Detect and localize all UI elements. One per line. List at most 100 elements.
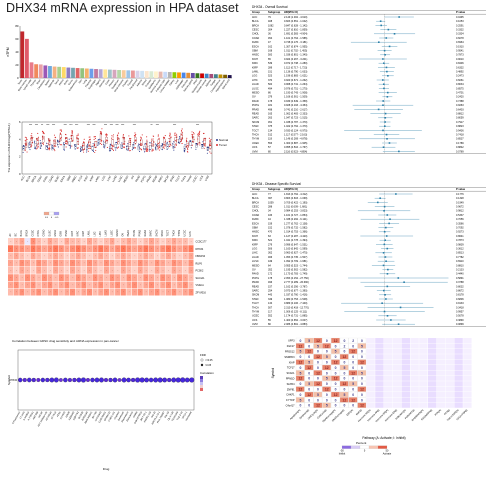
bar	[52, 66, 57, 78]
cell-mark: *	[101, 256, 102, 258]
p-value-label: 0.6332	[456, 66, 464, 69]
cell-mark: *	[44, 278, 45, 280]
normal-point	[34, 140, 36, 142]
heatmap-cell	[75, 288, 81, 296]
tumor-point	[158, 143, 160, 145]
symbol-label: UPF3	[288, 340, 295, 343]
column-header: P value	[456, 187, 466, 191]
tumor-point	[59, 132, 61, 134]
legend-swatch	[350, 445, 361, 449]
cell-mark: *	[89, 292, 90, 294]
cell-mark: *	[72, 270, 73, 272]
pathway-cell	[357, 370, 367, 376]
hr-point	[384, 121, 386, 123]
pathway-cell	[348, 391, 358, 398]
cell-mark: *	[33, 241, 34, 243]
hr-ci-label: 2.310 (0.418 - 12.770)	[284, 306, 309, 309]
tumor-box	[71, 135, 74, 142]
pathway-cell	[366, 370, 375, 376]
normal-point	[178, 137, 181, 139]
pathway-cell-value: 12	[325, 366, 329, 370]
group-label: LUSC	[252, 87, 259, 90]
tumor-point	[192, 132, 195, 134]
cell-mark: *	[191, 249, 192, 251]
normal-box	[178, 138, 181, 144]
group-label: BRCA	[252, 24, 259, 27]
p-value-label: 0.7056	[456, 218, 464, 221]
cell-mark: *	[72, 256, 73, 258]
drug-bubble	[72, 377, 77, 383]
drug-label: AZD6482	[68, 410, 76, 421]
pathway-cell	[339, 364, 349, 371]
heatmap-cell	[47, 274, 53, 281]
cell-mark: *	[50, 256, 51, 258]
normal-box	[109, 145, 112, 151]
y-tick-label: 0	[19, 172, 21, 176]
tumor-point	[168, 135, 171, 137]
drug-label: A-443654	[23, 410, 31, 421]
hr-ci-label: 1.112 (0.717 - 1.723)	[284, 66, 307, 69]
drug-label: TPCA-1	[181, 410, 188, 419]
tumor-point	[198, 131, 200, 133]
p-value-label: 0.8059	[456, 117, 464, 120]
tumor-point	[88, 138, 91, 141]
pathway-cell	[331, 359, 340, 365]
pathway-cell	[331, 375, 340, 381]
x-tick-label: SKCM	[162, 175, 169, 183]
drug-bubble	[58, 378, 63, 382]
tumor-point	[101, 140, 103, 142]
drug-label: 17-AAG	[19, 411, 26, 420]
pathway-cell	[304, 397, 314, 403]
pathway-cell	[419, 392, 428, 397]
tumor-point	[47, 138, 49, 140]
normal-box	[120, 144, 123, 149]
normal-point	[131, 149, 133, 151]
cell-mark: *	[106, 278, 107, 280]
cell-mark: *	[163, 249, 164, 251]
pathway-cell	[375, 354, 384, 360]
drug-label: ATRA	[56, 411, 62, 418]
tumor-point	[145, 148, 147, 150]
cell-mark: *	[118, 263, 119, 265]
bar	[181, 72, 186, 78]
drug-bubble	[67, 377, 72, 383]
pathway-cell	[445, 338, 454, 343]
group-label: DLBC	[252, 218, 259, 221]
hr-ci-label: 1.277 (0.762 - 2.138)	[284, 222, 308, 225]
hr-point	[389, 218, 391, 220]
pathway-cell	[419, 397, 428, 403]
pathway-cell	[357, 359, 367, 365]
x-tick-label: PRAD	[145, 175, 152, 183]
tumor-point	[55, 145, 57, 147]
cell-mark: *	[123, 263, 124, 265]
group-label: SKCM	[252, 121, 259, 124]
heatmap-cell	[24, 245, 31, 252]
hr-point	[384, 117, 387, 119]
normal-box	[166, 144, 169, 149]
normal-point	[149, 149, 151, 151]
pathway-cell	[454, 402, 463, 408]
subgroup-n: 507	[268, 306, 273, 309]
group-label: PRAD	[252, 108, 259, 111]
p-value-label: 0.9541	[456, 50, 464, 53]
heatmap-cell	[30, 245, 36, 252]
pathway-cell	[375, 402, 384, 408]
bar	[103, 69, 108, 78]
bar	[131, 70, 135, 78]
heatmap-cell	[103, 281, 109, 289]
cell-mark: *	[134, 270, 135, 272]
tumor-point	[146, 136, 148, 138]
tumor-point	[53, 146, 55, 148]
tumor-point	[88, 145, 90, 147]
cell-mark: *	[101, 278, 102, 280]
normal-point	[57, 140, 59, 143]
pathway-cell-value: 0	[308, 344, 310, 348]
normal-point	[46, 147, 49, 149]
tumor-point	[48, 144, 50, 146]
cell-mark: *	[27, 270, 28, 272]
drug-bubble	[162, 377, 168, 383]
group-label: KIRP	[252, 66, 258, 69]
tumor-point	[134, 135, 136, 137]
pathway-cell	[304, 370, 314, 376]
cell-mark: *	[168, 292, 169, 294]
